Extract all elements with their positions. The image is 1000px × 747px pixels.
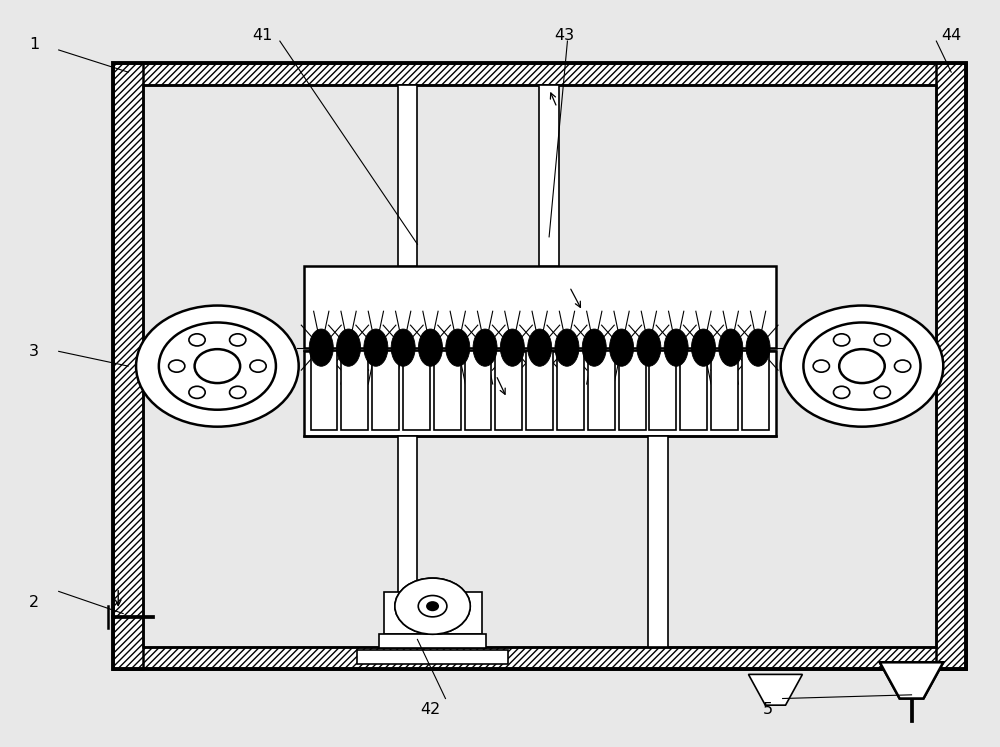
Bar [936,63,966,669]
Circle shape [395,578,470,634]
Bar [649,351,676,430]
Bar [304,267,776,347]
Ellipse shape [691,329,715,366]
Circle shape [189,386,205,398]
Text: 1: 1 [29,37,39,52]
Ellipse shape [364,329,388,366]
Ellipse shape [719,329,743,366]
Text: 43: 43 [554,28,575,43]
Bar [113,63,143,669]
Circle shape [803,323,921,409]
Circle shape [427,602,438,610]
Circle shape [195,349,240,383]
Bar [113,647,966,669]
Circle shape [230,386,246,398]
Text: 42: 42 [420,702,441,717]
Circle shape [395,578,470,634]
Circle shape [427,602,438,610]
Bar [304,351,776,436]
Bar [143,85,936,647]
Bar [372,351,399,430]
Bar [588,351,615,430]
Bar [557,351,584,430]
Text: 44: 44 [941,28,961,43]
Ellipse shape [446,329,470,366]
Circle shape [813,360,829,372]
Circle shape [230,334,246,346]
Bar [403,351,430,430]
Bar [113,63,966,669]
Ellipse shape [582,329,606,366]
Circle shape [250,360,266,372]
Text: 5: 5 [763,702,773,717]
Ellipse shape [664,329,688,366]
Bar [398,85,417,267]
Circle shape [159,323,276,409]
Circle shape [874,386,890,398]
Ellipse shape [337,329,361,366]
Bar [539,85,559,267]
Polygon shape [880,663,943,698]
Circle shape [833,386,850,398]
Ellipse shape [309,329,333,366]
Ellipse shape [418,329,442,366]
Bar [465,351,491,430]
Bar [311,351,337,430]
Bar [619,351,646,430]
Circle shape [781,306,943,427]
Circle shape [419,596,446,616]
Text: 2: 2 [29,595,39,610]
Circle shape [418,595,447,617]
Ellipse shape [473,329,497,366]
Bar [711,351,738,430]
Text: 3: 3 [29,344,39,359]
Bar [398,436,417,647]
Bar [434,351,461,430]
Circle shape [874,334,890,346]
Bar [648,436,668,647]
Bar [379,634,486,648]
Ellipse shape [528,329,552,366]
Circle shape [169,360,185,372]
Bar [526,351,553,430]
Text: 41: 41 [252,28,272,43]
Bar [341,351,368,430]
Ellipse shape [391,329,415,366]
Ellipse shape [746,329,770,366]
Polygon shape [880,663,943,698]
Ellipse shape [610,329,634,366]
Ellipse shape [500,329,524,366]
Bar [742,351,769,430]
Circle shape [833,334,850,346]
Ellipse shape [637,329,661,366]
Circle shape [189,334,205,346]
Circle shape [839,349,885,383]
Polygon shape [748,675,802,705]
Circle shape [136,306,299,427]
Bar [680,351,707,430]
Bar [495,351,522,430]
Bar [357,650,508,663]
Ellipse shape [555,329,579,366]
Bar [113,63,966,85]
Polygon shape [880,663,943,698]
Bar [384,592,482,634]
Circle shape [894,360,911,372]
